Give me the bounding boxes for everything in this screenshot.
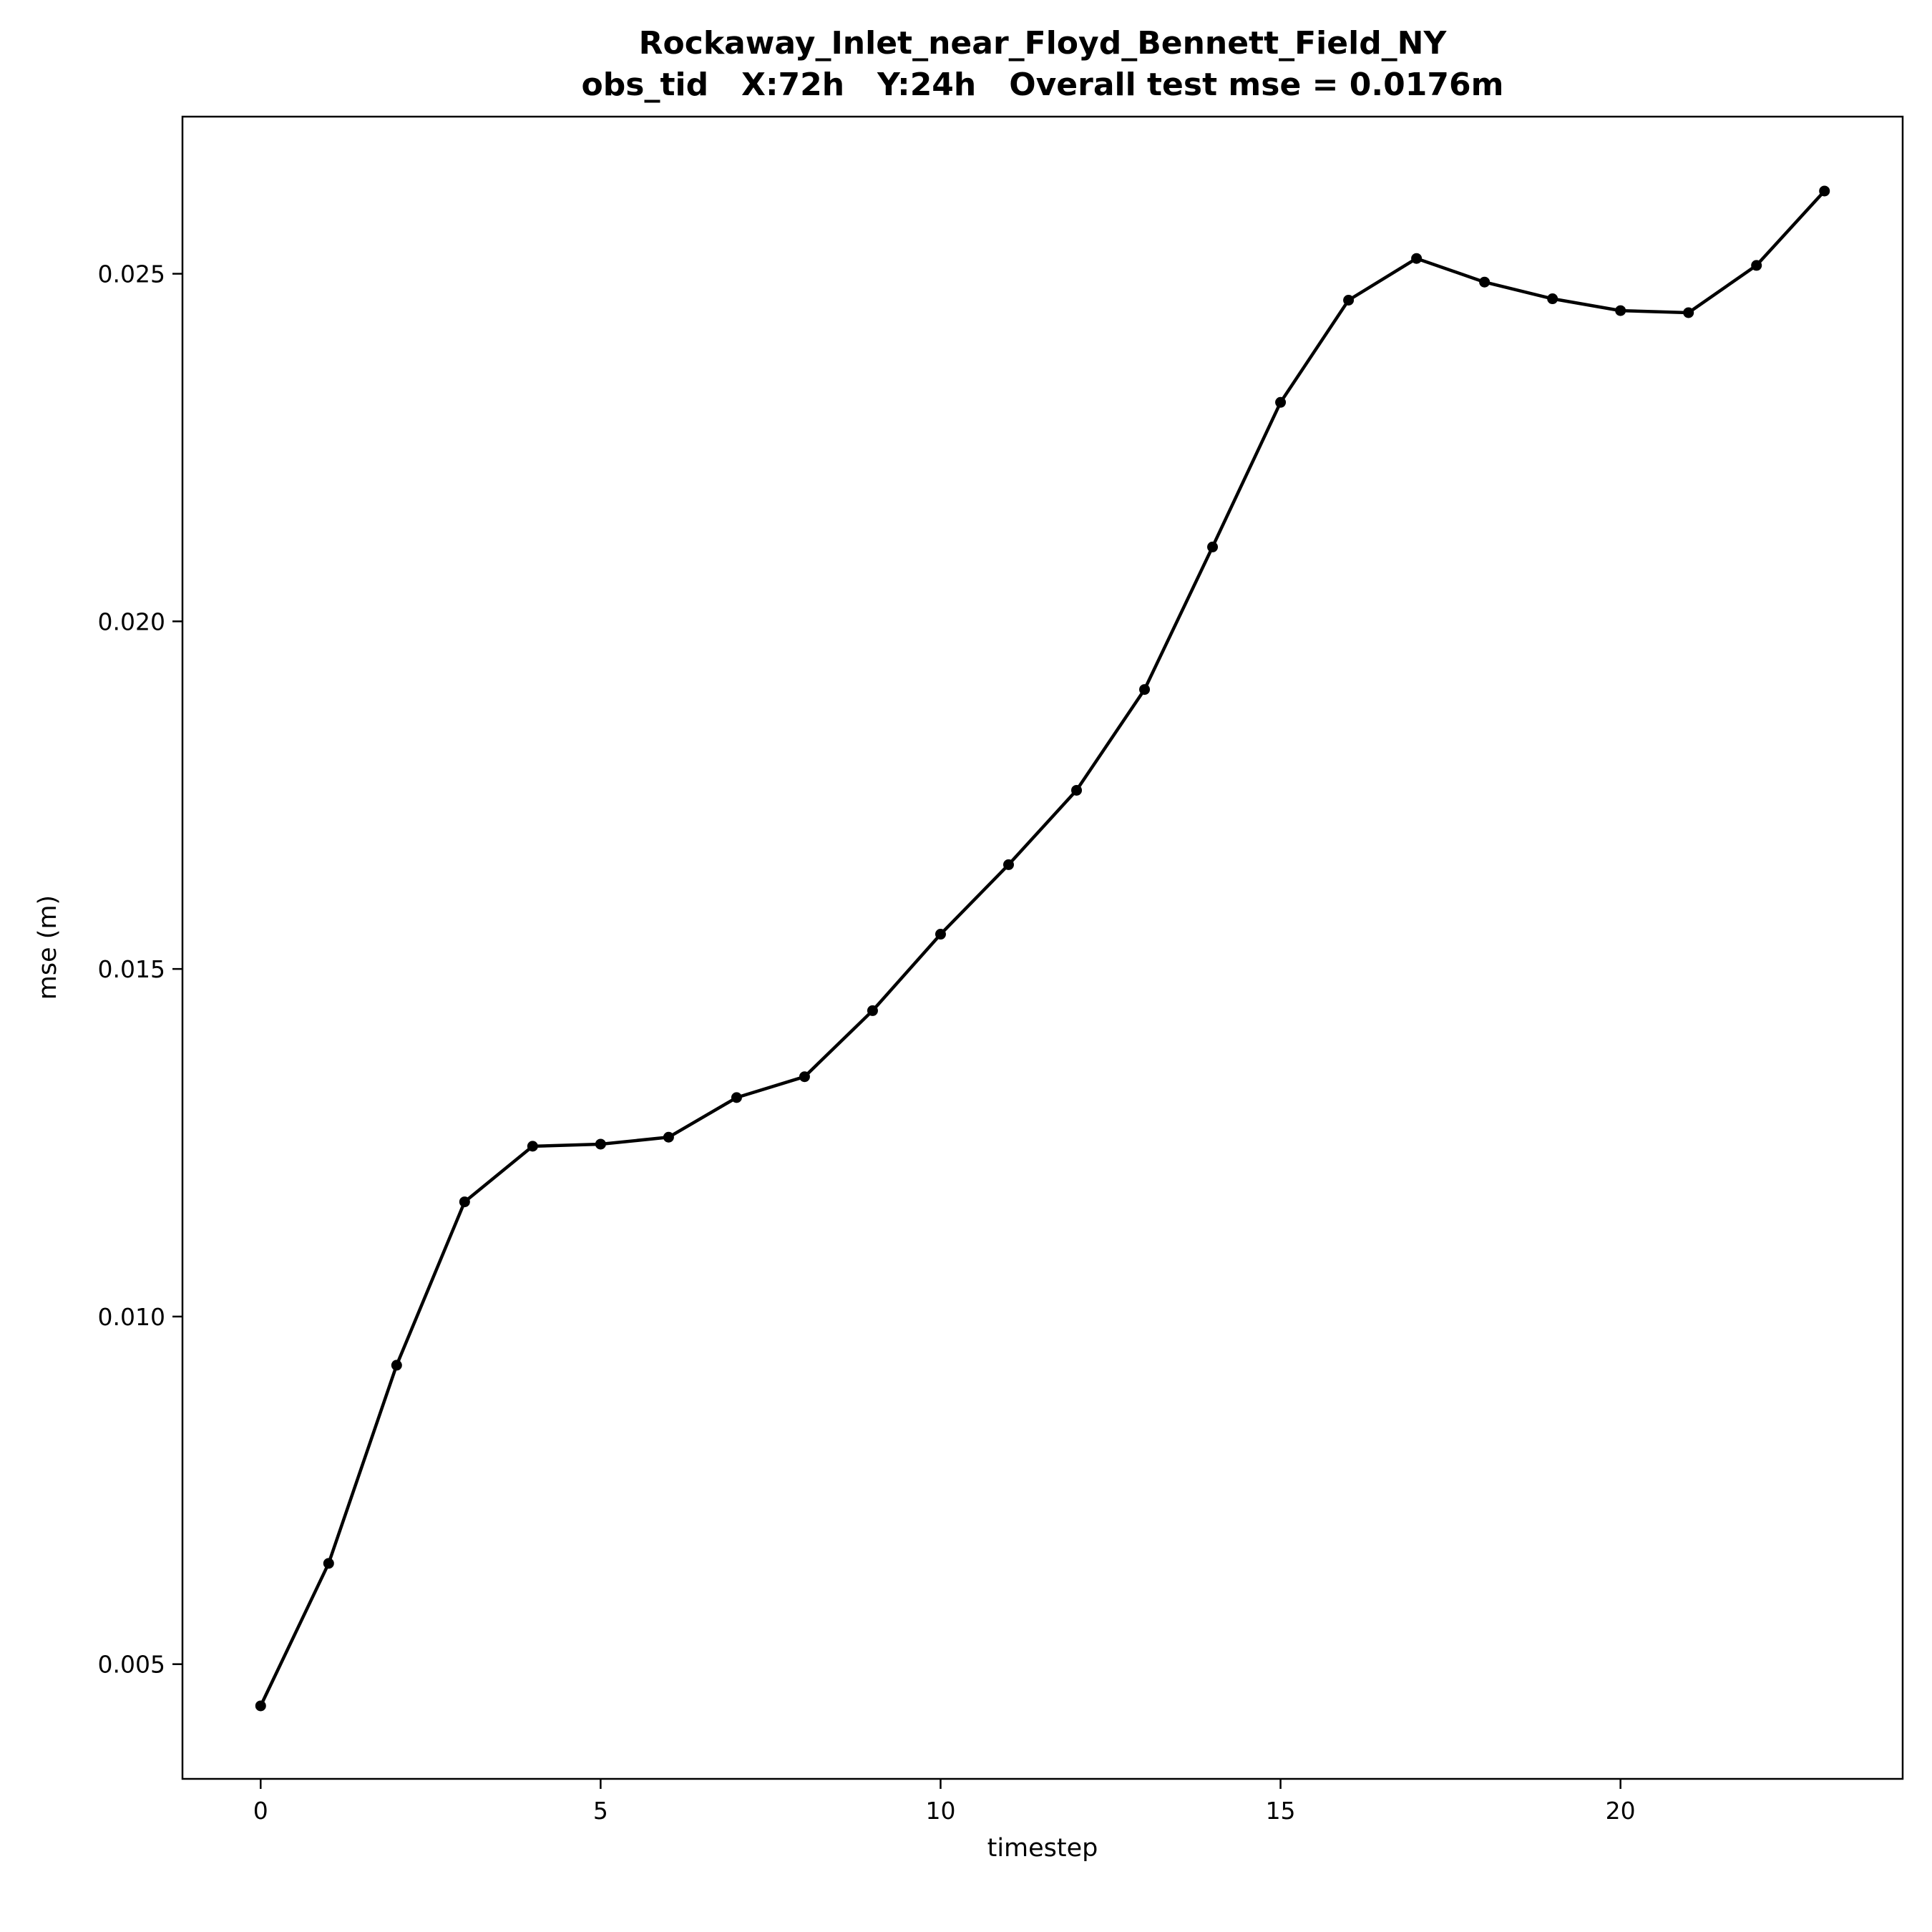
data-point <box>1275 396 1287 408</box>
data-point <box>731 1092 742 1103</box>
x-tick-label: 20 <box>1606 1797 1636 1825</box>
x-tick-label: 5 <box>593 1797 608 1825</box>
data-point <box>1139 684 1151 696</box>
y-tick-label: 0.010 <box>98 1303 165 1331</box>
data-point <box>799 1071 810 1083</box>
data-point <box>1207 541 1219 552</box>
y-axis-ticks: 0.005 0.010 0.015 0.020 0.025 <box>98 260 182 1679</box>
x-tick-label: 0 <box>253 1797 268 1825</box>
data-point <box>935 929 946 940</box>
y-tick-label: 0.015 <box>98 955 165 983</box>
data-point <box>527 1141 538 1152</box>
y-tick-label: 0.020 <box>98 608 165 635</box>
data-point <box>459 1196 470 1208</box>
data-point <box>1002 859 1014 870</box>
data-point <box>1343 294 1355 306</box>
plot-area-frame <box>181 115 1904 1780</box>
x-axis-label: timestep <box>987 1834 1098 1863</box>
y-tick-label: 0.025 <box>98 260 165 288</box>
data-point <box>1547 293 1558 305</box>
data-point <box>1071 784 1083 796</box>
data-point <box>1615 305 1626 316</box>
data-point <box>1479 276 1491 288</box>
y-tick-label: 0.005 <box>98 1651 165 1679</box>
series-layer <box>255 185 1830 1712</box>
data-point <box>1683 307 1694 318</box>
data-point <box>595 1138 606 1150</box>
chart-title: Rockaway_Inlet_near_Floyd_Bennett_Field_… <box>639 25 1448 62</box>
data-point <box>1751 260 1762 271</box>
chart-subtitle: obs_tid X:72h Y:24h Overall test mse = 0… <box>582 67 1504 103</box>
x-tick-label: 10 <box>925 1797 955 1825</box>
data-point <box>255 1700 266 1712</box>
x-axis-ticks: 0 5 10 15 20 <box>253 1779 1636 1825</box>
data-point <box>1819 185 1830 197</box>
series-line <box>259 189 1826 1708</box>
data-point <box>323 1558 334 1569</box>
y-axis-label: mse (m) <box>34 895 62 1000</box>
x-tick-label: 15 <box>1266 1797 1296 1825</box>
data-point <box>391 1360 402 1371</box>
data-point <box>867 1005 878 1016</box>
data-point <box>663 1131 674 1143</box>
data-point <box>1411 253 1423 264</box>
